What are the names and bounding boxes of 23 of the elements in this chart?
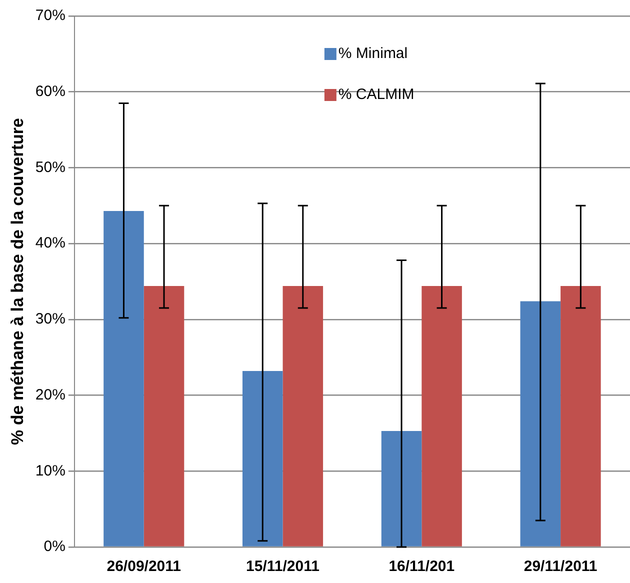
x-tick-label: 16/11/201 [388, 558, 455, 576]
bar [520, 301, 561, 546]
x-tick-label: 15/11/2011 [246, 558, 320, 576]
legend-label: % CALMIM [338, 86, 414, 104]
y-tick-label: 50% [35, 158, 66, 176]
x-tick-label: 26/09/2011 [106, 558, 181, 576]
x-tick-label: 29/11/2011 [524, 558, 598, 576]
bar [144, 286, 184, 546]
y-tick-label: 40% [35, 234, 66, 252]
bar [422, 286, 462, 546]
bar [242, 371, 283, 546]
y-tick-label: 60% [35, 83, 66, 100]
y-tick-label: 30% [35, 310, 66, 328]
legend-label: % Minimal [338, 45, 408, 62]
y-tick-label: 10% [35, 462, 66, 480]
bar [560, 286, 601, 546]
y-tick-label: 0% [44, 538, 66, 556]
bar [282, 286, 324, 546]
bar [381, 430, 422, 546]
bar [104, 210, 144, 546]
y-tick-label: 20% [35, 386, 66, 404]
y-tick-label: 70% [35, 7, 66, 24]
y-axis-title: % de méthane à la base de la couverture [8, 118, 27, 445]
